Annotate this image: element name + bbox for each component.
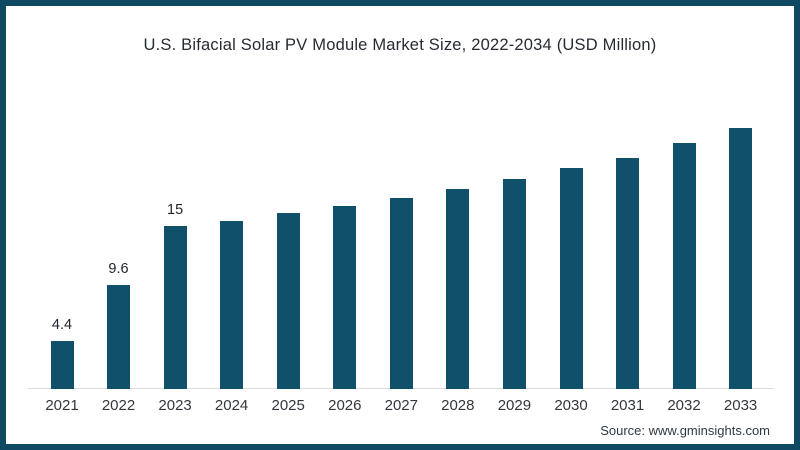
- bar-2030: [559, 168, 583, 389]
- x-axis-label: 2023: [158, 397, 192, 414]
- x-axis-label: 2025: [271, 397, 305, 414]
- bar-2023: [163, 226, 187, 389]
- bar-2031: [616, 158, 639, 389]
- x-axis-label: 2033: [723, 397, 758, 414]
- bar-2032: [672, 143, 696, 389]
- x-axis-label: 2022: [101, 397, 136, 414]
- x-axis-label: 2027: [384, 397, 418, 414]
- bar-2028: [446, 189, 470, 389]
- x-axis-label: 2026: [328, 397, 362, 414]
- bar-2021: [50, 341, 74, 389]
- x-axis-label: 2024: [214, 397, 249, 414]
- x-axis-label: 2028: [441, 397, 475, 414]
- x-axis-label: 2031: [610, 397, 645, 414]
- bar-2024: [220, 221, 244, 389]
- bar-value-label: 9.6: [108, 261, 129, 277]
- bar-2022: [107, 285, 130, 389]
- x-axis-label: 2032: [667, 397, 701, 414]
- x-axis-label: 2021: [45, 397, 79, 414]
- bar-2026: [333, 206, 357, 389]
- bar-2025: [276, 213, 300, 389]
- bar-2027: [389, 198, 413, 389]
- x-axis-label: 2030: [554, 397, 588, 414]
- chart-title: U.S. Bifacial Solar PV Module Market Siz…: [143, 36, 657, 54]
- bar-value-label: 15: [167, 202, 184, 218]
- bar-value-label: 4.4: [51, 317, 73, 333]
- x-axis-label: 2029: [497, 397, 532, 414]
- bar-2029: [502, 179, 526, 389]
- source-attribution: Source: www.gminsights.com: [600, 423, 770, 438]
- bar-2033: [729, 128, 753, 389]
